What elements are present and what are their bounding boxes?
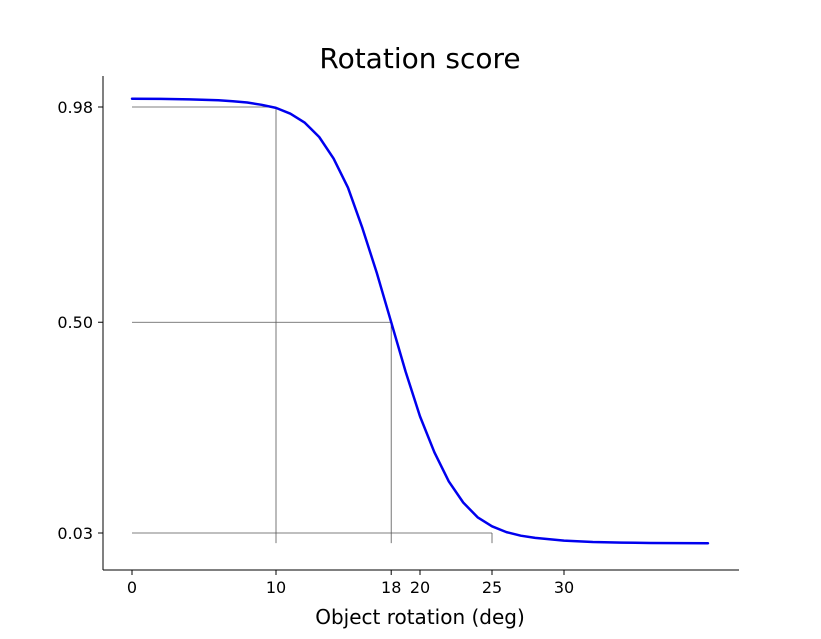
y-tick-label-1: 0.50	[57, 313, 93, 332]
x-tick-label-30: 30	[554, 578, 574, 597]
y-ticks: 0.03 0.50 0.98	[57, 98, 103, 543]
x-tick-label-20: 20	[410, 578, 430, 597]
x-axis-label: Object rotation (deg)	[315, 605, 525, 629]
x-tick-label-25: 25	[482, 578, 502, 597]
x-tick-label-18: 18	[381, 578, 401, 597]
x-tick-label-10: 10	[266, 578, 286, 597]
axes	[102, 76, 739, 571]
x-ticks: 0 10 18 20 25 30	[127, 570, 574, 597]
series-line-0	[130, 97, 710, 545]
y-tick-label-0: 0.03	[57, 524, 93, 543]
chart-title: Rotation score	[319, 42, 520, 75]
x-tick-label-0: 0	[127, 578, 137, 597]
series-group	[130, 97, 710, 545]
y-tick-label-2: 0.98	[57, 98, 93, 117]
guide-lines	[132, 106, 493, 544]
